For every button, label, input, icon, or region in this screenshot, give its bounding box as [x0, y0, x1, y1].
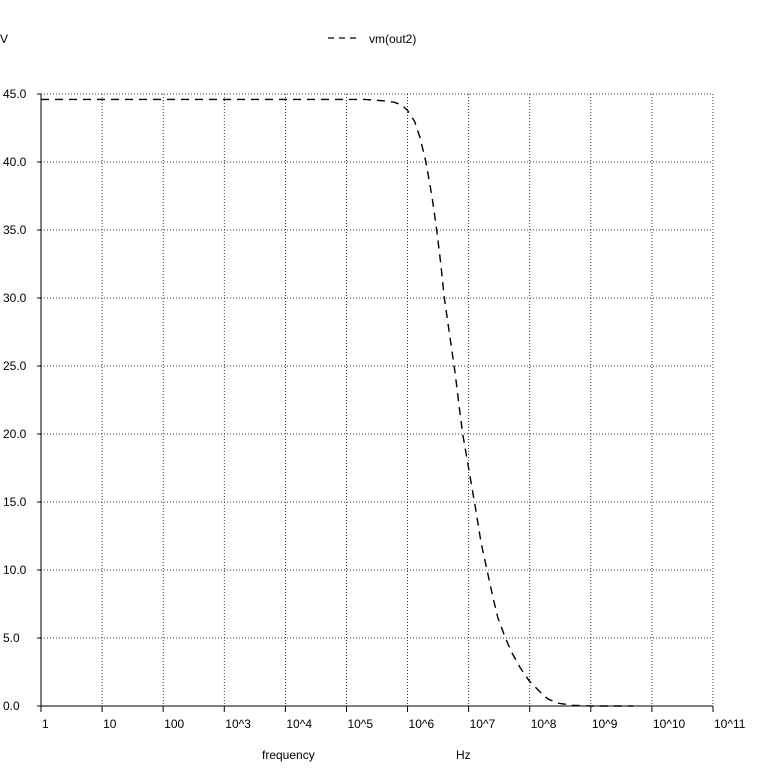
y-tick-label: 0.0 — [3, 699, 20, 713]
y-unit-label: V — [0, 32, 8, 46]
series-line-vm-out2 — [41, 98, 634, 707]
y-tick-label: 5.0 — [3, 631, 20, 645]
x-tick-label: 10^8 — [531, 717, 557, 731]
x-tick-label: 10^9 — [592, 717, 618, 731]
y-tick-label: 45.0 — [3, 87, 27, 101]
x-tick-label: 10^11 — [714, 717, 746, 731]
x-tick-label: 1 — [42, 717, 49, 731]
x-unit-label: Hz — [456, 748, 471, 762]
y-tick-label: 10.0 — [3, 563, 27, 577]
y-axis: 0.0 5.0 10.0 15.0 20.0 25.0 30.0 35.0 40.0 45.0 — [3, 87, 42, 713]
x-tick-label: 100 — [164, 717, 184, 731]
y-tick-label: 15.0 — [3, 495, 27, 509]
y-tick-label: 25.0 — [3, 359, 27, 373]
legend: vm(out2) — [328, 32, 416, 46]
x-tick-label: 10^3 — [225, 717, 251, 731]
x-tick-label: 10^7 — [470, 717, 496, 731]
x-axis: 1 10 100 10^3 10^4 10^5 10^6 10^7 10^8 10^9 10^10 1… — [40, 705, 746, 731]
y-tick-label: 30.0 — [3, 291, 27, 305]
y-tick-label: 40.0 — [3, 155, 27, 169]
x-tick-label: 10^6 — [409, 717, 435, 731]
x-tick-label: 10^5 — [347, 717, 373, 731]
x-axis-title: frequency — [262, 748, 315, 762]
y-tick-label: 20.0 — [3, 427, 27, 441]
y-tick-label: 35.0 — [3, 223, 27, 237]
legend-label: vm(out2) — [369, 32, 416, 46]
x-tick-label: 10^4 — [286, 717, 312, 731]
series-layer — [41, 98, 634, 707]
x-tick-label: 10 — [103, 717, 117, 731]
x-tick-label: 10^10 — [653, 717, 686, 731]
grid — [40, 93, 714, 707]
